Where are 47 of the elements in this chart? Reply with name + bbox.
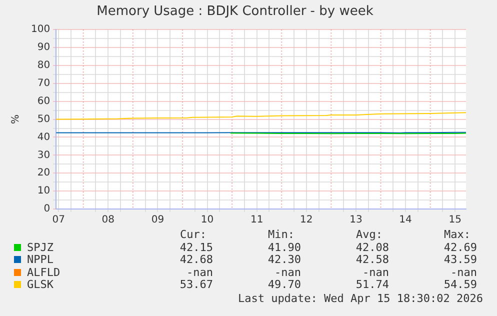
- text: 42.69: [442, 240, 477, 254]
- legend-label: SPJZ: [27, 240, 54, 254]
- x-tick-label: 10: [200, 214, 214, 226]
- legend-label: NPPL: [27, 253, 54, 266]
- text: Max:: [443, 228, 472, 241]
- y-tick-label: 100: [30, 24, 50, 36]
- text: Cur:: [179, 228, 208, 241]
- y-tick-label: 30: [37, 150, 50, 161]
- text: 42.68: [178, 253, 213, 266]
- y-tick-label: 50: [37, 114, 50, 125]
- y-tick-label: 80: [37, 60, 50, 72]
- y-tick-label: 40: [37, 132, 50, 143]
- y-tick-label: 20: [37, 168, 50, 179]
- x-tick-label: 12: [300, 214, 313, 226]
- x-tick-label: 07: [52, 214, 65, 226]
- text: -nan: [450, 266, 477, 279]
- x-tick-label: 08: [102, 214, 114, 226]
- text: 43.59: [442, 253, 477, 266]
- chart-title: Memory Usage : BDJK Controller - by week: [96, 4, 374, 20]
- text: Min:: [267, 228, 296, 241]
- text: Avg:: [355, 228, 384, 241]
- x-tick-label: 09: [151, 214, 164, 226]
- text: 54.59: [442, 278, 477, 292]
- text: 42.08: [354, 240, 389, 254]
- text: 42.30: [266, 253, 301, 266]
- text: 41.90: [266, 240, 301, 254]
- text: -nan: [186, 266, 213, 279]
- y-axis-title: %: [10, 114, 22, 124]
- x-tick-label: 13: [350, 214, 362, 226]
- legend-label: GLSK: [27, 278, 54, 292]
- y-tick-label: 10: [37, 186, 50, 197]
- y-tick-label: 70: [37, 78, 50, 90]
- text: Last update: Wed Apr 15 18:30:02 2026: [236, 292, 484, 305]
- x-tick-label: 11: [250, 214, 264, 226]
- x-tick-label: 14: [399, 214, 412, 226]
- y-tick-label: 60: [37, 96, 50, 107]
- legend-label: ALFLD: [27, 266, 60, 279]
- text: -nan: [274, 266, 301, 279]
- text: -nan: [362, 266, 389, 279]
- x-tick-label: 15: [448, 214, 462, 226]
- y-tick-label: 90: [37, 42, 50, 54]
- text: 51.74: [354, 278, 389, 292]
- text: 53.67: [178, 278, 213, 292]
- text: 49.70: [266, 278, 301, 292]
- text: 42.15: [178, 240, 213, 254]
- text: 42.58: [354, 253, 389, 266]
- y-tick-label: 0: [44, 204, 50, 215]
